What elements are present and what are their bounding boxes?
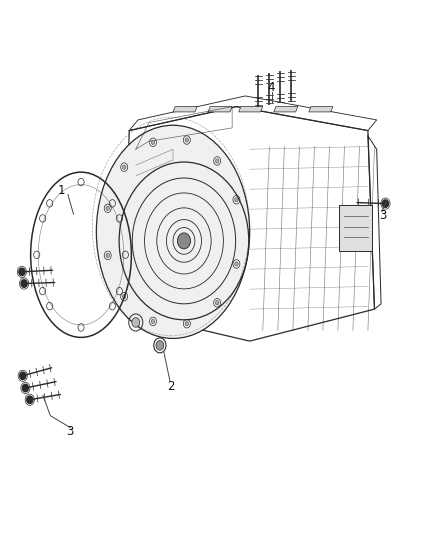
Polygon shape [173,107,197,112]
Polygon shape [239,107,263,112]
Text: 3: 3 [380,209,387,222]
Circle shape [185,321,189,326]
Circle shape [123,294,126,298]
Text: 4: 4 [268,82,276,94]
Circle shape [235,198,238,202]
Polygon shape [208,107,232,112]
Circle shape [151,140,155,144]
Circle shape [185,138,189,142]
Circle shape [156,341,164,350]
Text: 3: 3 [67,425,74,438]
Circle shape [106,253,110,257]
Ellipse shape [96,125,250,338]
Circle shape [215,159,219,163]
Circle shape [123,165,126,169]
Text: 2: 2 [167,380,175,393]
Circle shape [177,233,191,249]
Circle shape [19,268,25,276]
Circle shape [106,206,110,211]
Polygon shape [274,107,298,112]
Text: 1: 1 [57,184,65,197]
Circle shape [27,396,33,403]
Circle shape [215,301,219,305]
Polygon shape [309,107,333,112]
Circle shape [22,384,28,392]
FancyBboxPatch shape [339,205,372,251]
Circle shape [132,318,140,327]
Circle shape [382,200,389,207]
Circle shape [235,262,238,266]
Circle shape [20,372,26,379]
Circle shape [151,319,155,324]
Circle shape [21,280,27,287]
